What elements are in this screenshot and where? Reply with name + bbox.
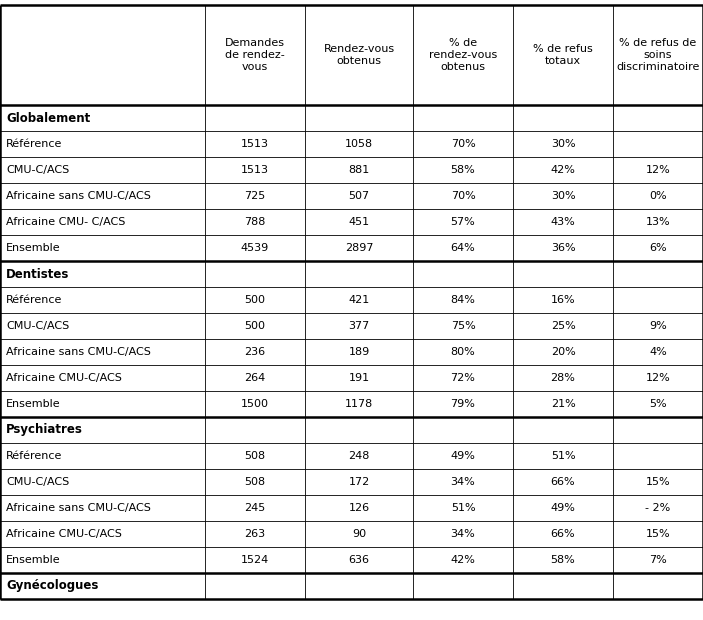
Text: 1500: 1500 — [241, 399, 269, 409]
Text: 42%: 42% — [550, 165, 576, 175]
Text: CMU-C/ACS: CMU-C/ACS — [6, 321, 70, 331]
Text: 1524: 1524 — [241, 555, 269, 565]
Text: Ensemble: Ensemble — [6, 555, 60, 565]
Text: 90: 90 — [352, 529, 366, 539]
Text: 126: 126 — [349, 503, 370, 513]
Text: 9%: 9% — [649, 321, 667, 331]
Text: 881: 881 — [349, 165, 370, 175]
Text: 30%: 30% — [550, 139, 575, 149]
Text: 245: 245 — [245, 503, 266, 513]
Text: 28%: 28% — [550, 373, 576, 383]
Text: 58%: 58% — [451, 165, 475, 175]
Text: 25%: 25% — [550, 321, 575, 331]
Text: 66%: 66% — [550, 477, 575, 487]
Text: 788: 788 — [245, 217, 266, 227]
Text: Africaine CMU- C/ACS: Africaine CMU- C/ACS — [6, 217, 125, 227]
Text: 377: 377 — [349, 321, 370, 331]
Text: Ensemble: Ensemble — [6, 399, 60, 409]
Text: 12%: 12% — [645, 373, 671, 383]
Text: 16%: 16% — [550, 295, 575, 305]
Text: 15%: 15% — [645, 529, 671, 539]
Text: Globalement: Globalement — [6, 112, 90, 125]
Text: 508: 508 — [245, 477, 266, 487]
Text: 1513: 1513 — [241, 139, 269, 149]
Text: 4539: 4539 — [241, 243, 269, 253]
Text: 12%: 12% — [645, 165, 671, 175]
Text: % de
rendez-vous
obtenus: % de rendez-vous obtenus — [429, 38, 497, 71]
Text: 64%: 64% — [451, 243, 475, 253]
Text: 263: 263 — [245, 529, 266, 539]
Text: Ensemble: Ensemble — [6, 243, 60, 253]
Text: 5%: 5% — [649, 399, 667, 409]
Text: 66%: 66% — [550, 529, 575, 539]
Text: 451: 451 — [349, 217, 370, 227]
Text: 84%: 84% — [451, 295, 475, 305]
Text: 36%: 36% — [550, 243, 575, 253]
Text: 15%: 15% — [645, 477, 671, 487]
Text: 725: 725 — [245, 191, 266, 201]
Text: 172: 172 — [349, 477, 370, 487]
Text: 49%: 49% — [550, 503, 576, 513]
Text: 1513: 1513 — [241, 165, 269, 175]
Text: 51%: 51% — [550, 451, 575, 461]
Text: 43%: 43% — [550, 217, 575, 227]
Text: 57%: 57% — [451, 217, 475, 227]
Text: 508: 508 — [245, 451, 266, 461]
Text: Gynécologues: Gynécologues — [6, 580, 98, 593]
Text: Dentistes: Dentistes — [6, 267, 70, 280]
Text: CMU-C/ACS: CMU-C/ACS — [6, 477, 70, 487]
Text: 34%: 34% — [451, 529, 475, 539]
Text: 7%: 7% — [649, 555, 667, 565]
Text: Rendez-vous
obtenus: Rendez-vous obtenus — [323, 44, 394, 66]
Text: 0%: 0% — [649, 191, 667, 201]
Text: 421: 421 — [349, 295, 370, 305]
Text: 79%: 79% — [451, 399, 475, 409]
Text: 1058: 1058 — [345, 139, 373, 149]
Text: 20%: 20% — [550, 347, 575, 357]
Text: Référence: Référence — [6, 295, 63, 305]
Text: 6%: 6% — [649, 243, 667, 253]
Text: 13%: 13% — [645, 217, 671, 227]
Text: 248: 248 — [348, 451, 370, 461]
Text: 21%: 21% — [550, 399, 575, 409]
Text: 507: 507 — [349, 191, 370, 201]
Text: Africaine sans CMU-C/ACS: Africaine sans CMU-C/ACS — [6, 503, 151, 513]
Text: 49%: 49% — [451, 451, 475, 461]
Text: 189: 189 — [349, 347, 370, 357]
Text: 34%: 34% — [451, 477, 475, 487]
Text: 236: 236 — [245, 347, 266, 357]
Text: 4%: 4% — [649, 347, 667, 357]
Text: 80%: 80% — [451, 347, 475, 357]
Text: Africaine sans CMU-C/ACS: Africaine sans CMU-C/ACS — [6, 347, 151, 357]
Text: Psychiatres: Psychiatres — [6, 423, 83, 436]
Text: 42%: 42% — [451, 555, 475, 565]
Text: 500: 500 — [245, 295, 266, 305]
Text: - 2%: - 2% — [645, 503, 671, 513]
Text: Africaine CMU-C/ACS: Africaine CMU-C/ACS — [6, 373, 122, 383]
Text: % de refus
totaux: % de refus totaux — [533, 44, 593, 66]
Text: Africaine sans CMU-C/ACS: Africaine sans CMU-C/ACS — [6, 191, 151, 201]
Text: 1178: 1178 — [345, 399, 373, 409]
Text: 191: 191 — [349, 373, 370, 383]
Text: 70%: 70% — [451, 139, 475, 149]
Text: 636: 636 — [349, 555, 370, 565]
Text: CMU-C/ACS: CMU-C/ACS — [6, 165, 70, 175]
Text: 500: 500 — [245, 321, 266, 331]
Text: 2897: 2897 — [344, 243, 373, 253]
Text: Demandes
de rendez-
vous: Demandes de rendez- vous — [225, 38, 285, 71]
Text: Référence: Référence — [6, 451, 63, 461]
Text: 264: 264 — [245, 373, 266, 383]
Text: 70%: 70% — [451, 191, 475, 201]
Text: 75%: 75% — [451, 321, 475, 331]
Text: 51%: 51% — [451, 503, 475, 513]
Text: 30%: 30% — [550, 191, 575, 201]
Text: % de refus de
soins
discriminatoire: % de refus de soins discriminatoire — [617, 38, 699, 71]
Text: 58%: 58% — [550, 555, 575, 565]
Text: 72%: 72% — [451, 373, 475, 383]
Text: Référence: Référence — [6, 139, 63, 149]
Text: Africaine CMU-C/ACS: Africaine CMU-C/ACS — [6, 529, 122, 539]
